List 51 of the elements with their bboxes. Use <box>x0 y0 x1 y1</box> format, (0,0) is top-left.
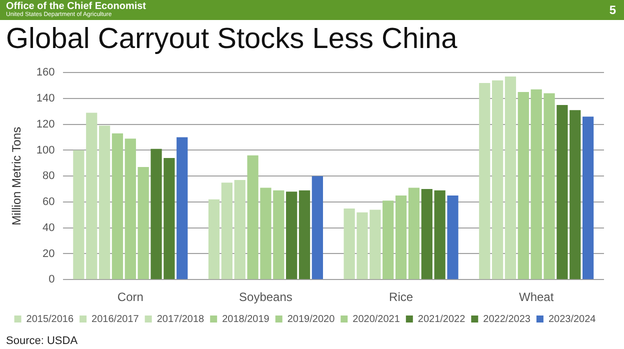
bar <box>408 188 420 280</box>
bar <box>518 92 529 280</box>
bar <box>447 196 458 280</box>
bar <box>492 80 504 280</box>
bar <box>312 176 323 280</box>
bar <box>286 192 298 280</box>
bar <box>176 137 188 280</box>
bar <box>73 150 84 280</box>
y-tick-label: 60 <box>42 196 55 208</box>
y-tick-label: 100 <box>36 144 55 156</box>
bar <box>395 196 407 280</box>
bar <box>234 180 246 280</box>
x-tick-label: Rice <box>389 290 414 304</box>
text: 5 <box>609 3 616 17</box>
legend-label: 2022/2023 <box>483 314 531 325</box>
y-tick-label: 140 <box>36 92 55 105</box>
bar <box>582 116 594 280</box>
legend-label: 2023/2024 <box>548 314 596 325</box>
x-tick-label: Corn <box>117 290 144 304</box>
bar <box>221 182 232 280</box>
bar <box>479 82 490 280</box>
legend-label: 2019/2020 <box>287 314 336 325</box>
text: Office of the Chief Economist <box>6 1 146 12</box>
legend-label: 2020/2021 <box>352 314 400 325</box>
bar <box>421 189 432 280</box>
legend-label: 2016/2017 <box>92 314 140 325</box>
legend-label: 2021/2022 <box>418 314 466 325</box>
bar <box>86 112 98 280</box>
y-tick-label: 0 <box>48 274 55 286</box>
bar <box>504 76 516 280</box>
bar <box>112 133 124 280</box>
legend-label: 2018/2019 <box>222 314 270 325</box>
y-axis-title: Million Metric Tons <box>10 126 24 226</box>
legend-label: 2017/2018 <box>156 314 205 325</box>
y-tick-label: 120 <box>36 118 55 130</box>
bar <box>138 167 149 280</box>
source-note: Source: USDA <box>5 334 79 348</box>
bar <box>434 190 446 280</box>
bar <box>382 200 394 280</box>
y-tick-label: 160 <box>36 66 55 79</box>
x-tick-label: Soybeans <box>239 290 292 304</box>
legend-label: 2015/2016 <box>26 314 74 325</box>
chart-title: Global Carryout Stocks Less China <box>5 22 458 57</box>
y-tick-label: 20 <box>42 248 55 260</box>
y-tick-label: 80 <box>42 170 55 182</box>
x-tick-label: Wheat <box>519 290 554 304</box>
bar <box>208 199 220 280</box>
bar <box>98 126 110 280</box>
y-tick-label: 40 <box>42 222 55 234</box>
bar <box>298 190 310 280</box>
bar <box>124 138 136 280</box>
